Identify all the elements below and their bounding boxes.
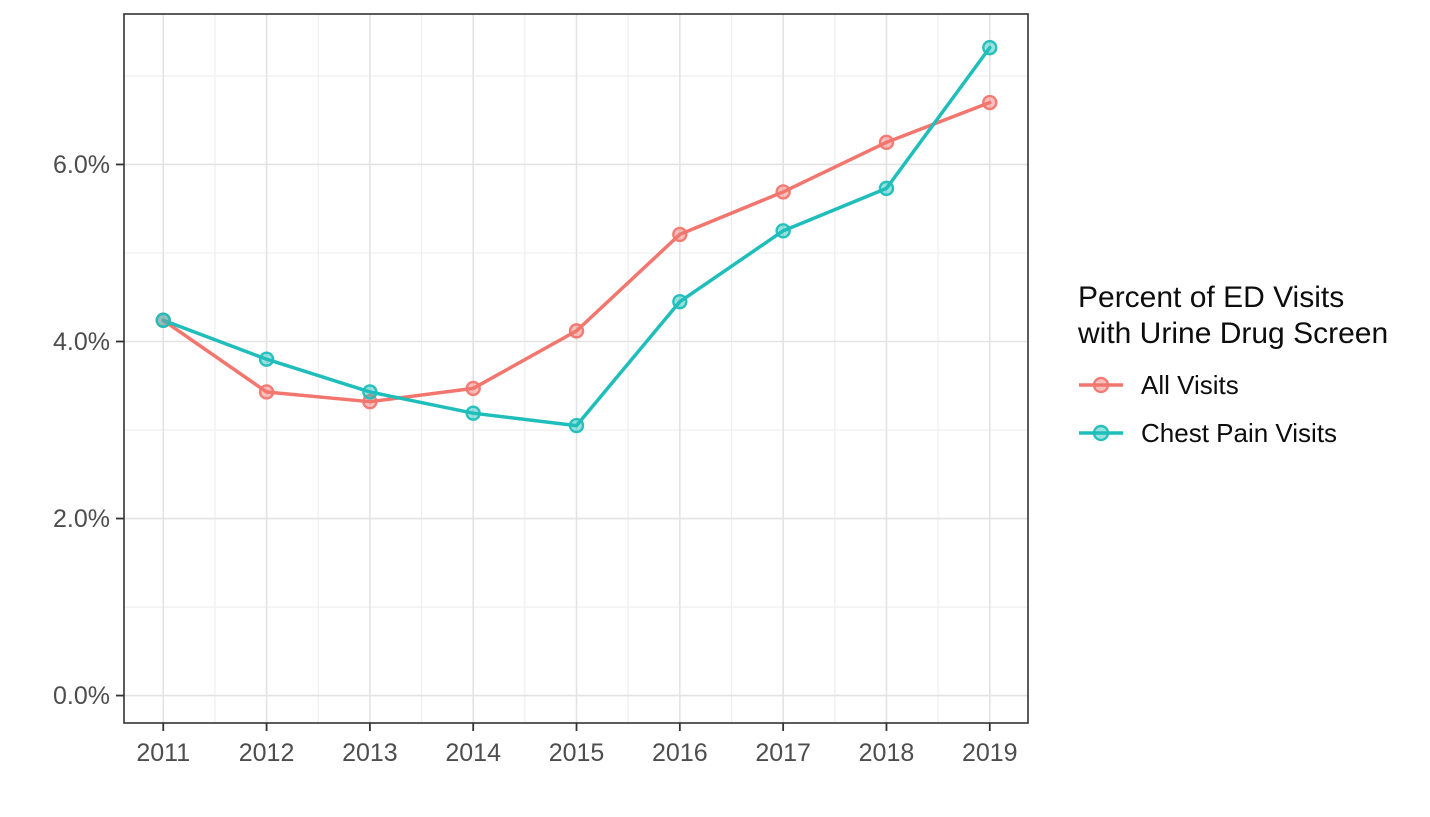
- x-tick-label-2012: 2012: [239, 739, 295, 767]
- legend-title: Percent of ED Visits with Urine Drug Scr…: [1078, 280, 1388, 352]
- legend-key-chest-pain-visits-icon: [1079, 424, 1123, 442]
- point-chest-pain-visits-2011: [155, 312, 171, 328]
- point-all-visits-2016: [672, 226, 688, 243]
- point-all-visits-2015: [568, 323, 585, 339]
- point-chest-pain-visits-2019: [982, 39, 998, 56]
- point-chest-pain-visits-2017: [775, 223, 791, 239]
- point-all-visits-2018: [878, 134, 895, 151]
- legend-label-chest-pain-visits: Chest Pain Visits: [1141, 417, 1338, 448]
- point-all-visits-2014: [465, 380, 481, 397]
- y-tick-label-2: 2.0%: [53, 505, 110, 533]
- x-tick-label-2014: 2014: [445, 739, 501, 767]
- x-tick-label-2016: 2016: [652, 739, 708, 767]
- legend-key-all-visits-icon: [1079, 376, 1123, 394]
- x-tick-label-2019: 2019: [962, 739, 1018, 767]
- legend-label-all-visits: All Visits: [1141, 369, 1239, 400]
- legend-title-line1: Percent of ED Visits: [1078, 281, 1345, 314]
- legend-key-point-chest-pain-visits: [1092, 424, 1110, 442]
- legend-item-chest-pain-visits: Chest Pain Visits: [1078, 417, 1388, 449]
- x-tick-label-2017: 2017: [755, 739, 811, 767]
- y-tick-label-4: 4.0%: [53, 328, 110, 356]
- point-chest-pain-visits-2015: [568, 417, 585, 434]
- y-tick-label-0: 0.0%: [53, 682, 110, 710]
- point-chest-pain-visits-2018: [878, 180, 895, 197]
- point-all-visits-2019: [982, 94, 998, 111]
- series-line-chest-pain-visits: [161, 45, 992, 428]
- x-tick-label-2013: 2013: [342, 739, 398, 767]
- point-all-visits-2012: [258, 384, 275, 400]
- point-all-visits-2017: [775, 184, 791, 200]
- legend-key-point-all-visits: [1092, 376, 1110, 394]
- legend: Percent of ED Visits with Urine Drug Scr…: [1078, 280, 1388, 449]
- x-tick-label-2011: 2011: [136, 739, 190, 767]
- point-chest-pain-visits-2016: [672, 293, 688, 310]
- point-chest-pain-visits-2014: [465, 405, 481, 421]
- x-tick-label-2015: 2015: [549, 739, 605, 767]
- point-chest-pain-visits-2012: [258, 351, 275, 367]
- legend-item-all-visits: All Visits: [1078, 369, 1388, 401]
- legend-title-line2: with Urine Drug Screen: [1078, 317, 1389, 350]
- x-tick-label-2018: 2018: [859, 739, 915, 767]
- series-line-all-visits: [161, 100, 992, 404]
- point-chest-pain-visits-2013: [362, 384, 378, 400]
- y-tick-label-6: 6.0%: [53, 151, 110, 179]
